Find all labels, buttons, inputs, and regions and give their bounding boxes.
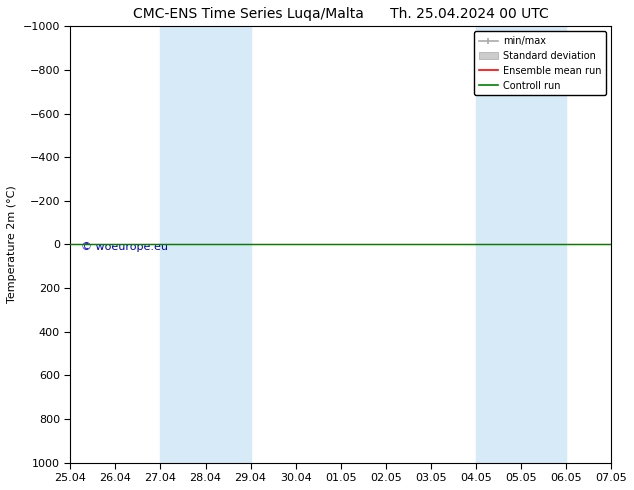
Bar	[476, 26, 566, 463]
Legend: min/max, Standard deviation, Ensemble mean run, Controll run: min/max, Standard deviation, Ensemble me…	[474, 31, 606, 96]
Bar	[160, 26, 250, 463]
Title: CMC-ENS Time Series Luqa/Malta      Th. 25.04.2024 00 UTC: CMC-ENS Time Series Luqa/Malta Th. 25.04…	[133, 7, 548, 21]
Text: © woeurope.eu: © woeurope.eu	[81, 242, 168, 252]
Y-axis label: Temperature 2m (°C): Temperature 2m (°C)	[7, 186, 17, 303]
